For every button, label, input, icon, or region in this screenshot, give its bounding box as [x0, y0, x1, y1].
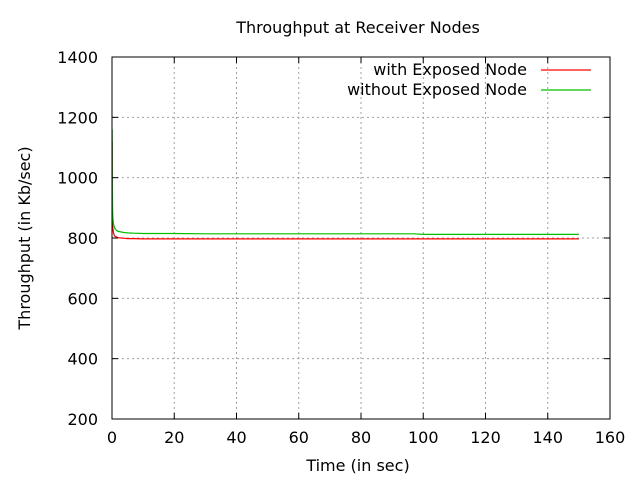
x-tick-label: 20 [164, 428, 184, 447]
y-axis-label: Throughput (in Kb/sec) [15, 146, 34, 330]
axis-ticks: 0 20 40 60 80 100 120 140 160 200 400 600 800 1000 120… [57, 48, 625, 447]
y-tick-label: 400 [67, 350, 98, 369]
y-tick-label: 200 [67, 410, 98, 429]
grid-lines [112, 57, 610, 419]
x-tick-label: 60 [289, 428, 309, 447]
legend-label: without Exposed Node [347, 80, 527, 99]
x-tick-label: 40 [226, 428, 246, 447]
series-line-2 [111, 129, 579, 235]
x-tick-label: 80 [351, 428, 371, 447]
series-lines [111, 129, 579, 240]
y-tick-label: 1000 [57, 169, 98, 188]
y-tick-label: 1200 [57, 108, 98, 127]
x-axis-label: Time (in sec) [305, 456, 409, 475]
y-tick-label: 800 [67, 229, 98, 248]
y-tick-label: 1400 [57, 48, 98, 67]
x-tick-label: 140 [532, 428, 563, 447]
chart-title: Throughput at Receiver Nodes [235, 18, 480, 37]
x-tick-label: 120 [470, 428, 501, 447]
x-tick-label: 0 [107, 428, 117, 447]
y-tick-label: 600 [67, 289, 98, 308]
x-tick-label: 100 [408, 428, 439, 447]
legend-label: with Exposed Node [373, 60, 527, 79]
series-line-1 [111, 141, 579, 240]
x-tick-label: 160 [595, 428, 626, 447]
